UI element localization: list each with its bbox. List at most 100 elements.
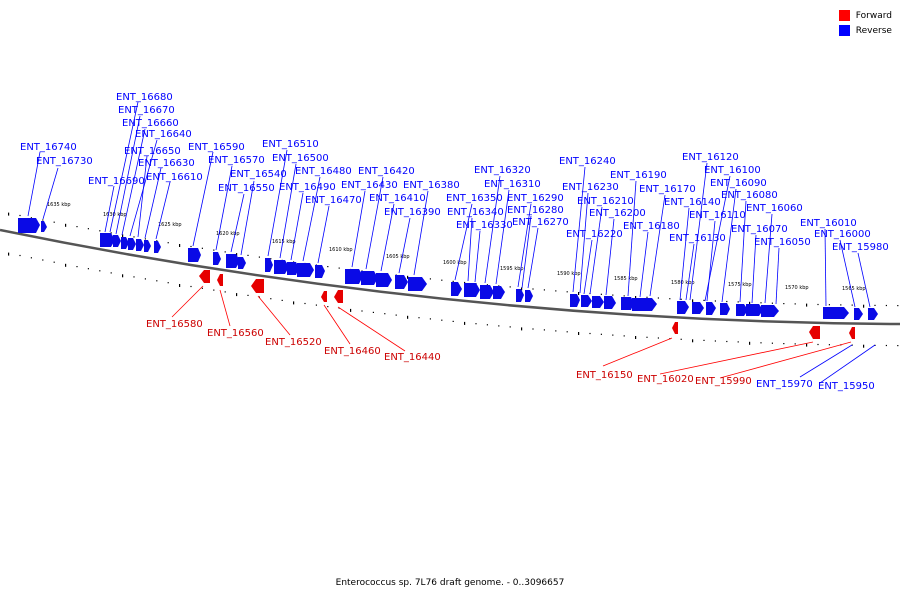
gene-label-reverse[interactable]: ENT_16550 <box>218 183 275 194</box>
gene-arrow-reverse[interactable] <box>604 296 616 309</box>
gene-label-reverse[interactable]: ENT_16190 <box>610 170 667 181</box>
gene-label-reverse[interactable]: ENT_16050 <box>754 237 811 248</box>
gene-arrow-reverse[interactable] <box>692 302 704 314</box>
gene-arrow-reverse[interactable] <box>41 221 47 232</box>
gene-label-reverse[interactable]: ENT_16380 <box>403 180 460 191</box>
gene-label-reverse[interactable]: ENT_16220 <box>566 229 623 240</box>
gene-label-reverse[interactable]: ENT_16330 <box>456 220 513 231</box>
gene-arrow-reverse[interactable] <box>480 285 494 299</box>
gene-arrow-reverse[interactable] <box>287 262 299 275</box>
gene-arrow-reverse[interactable] <box>395 275 408 289</box>
gene-arrow-reverse[interactable] <box>265 258 273 272</box>
gene-label-reverse[interactable]: ENT_16340 <box>447 207 504 218</box>
gene-label-reverse[interactable]: ENT_16140 <box>664 197 721 208</box>
gene-label-reverse[interactable]: ENT_15970 <box>756 379 813 390</box>
gene-arrow-reverse[interactable] <box>632 298 657 311</box>
gene-label-reverse[interactable]: ENT_16610 <box>146 172 203 183</box>
gene-arrow-reverse[interactable] <box>493 286 505 299</box>
gene-label-reverse[interactable]: ENT_16540 <box>230 169 287 180</box>
gene-arrow-reverse[interactable] <box>345 269 363 284</box>
gene-label-reverse[interactable]: ENT_16570 <box>208 155 265 166</box>
gene-arrow-reverse[interactable] <box>720 303 730 315</box>
gene-arrow-reverse[interactable] <box>213 252 221 265</box>
gene-label-forward[interactable]: ENT_16020 <box>637 374 694 385</box>
gene-label-reverse[interactable]: ENT_16320 <box>474 165 531 176</box>
gene-label-reverse[interactable]: ENT_16730 <box>36 156 93 167</box>
gene-arrow-reverse[interactable] <box>238 257 246 269</box>
gene-label-reverse[interactable]: ENT_16170 <box>639 184 696 195</box>
gene-arrow-forward[interactable] <box>809 326 820 339</box>
gene-label-reverse[interactable]: ENT_16350 <box>446 193 503 204</box>
gene-arrow-reverse[interactable] <box>736 304 748 316</box>
gene-arrow-reverse[interactable] <box>581 295 592 307</box>
gene-label-reverse[interactable]: ENT_16390 <box>384 207 441 218</box>
gene-label-reverse[interactable]: ENT_16670 <box>118 105 175 116</box>
gene-label-reverse[interactable]: ENT_16090 <box>710 178 767 189</box>
gene-label-reverse[interactable]: ENT_16510 <box>262 139 319 150</box>
gene-arrow-forward[interactable] <box>251 279 264 293</box>
gene-label-reverse[interactable]: ENT_16470 <box>305 195 362 206</box>
gene-arrow-reverse[interactable] <box>746 304 763 316</box>
gene-arrow-reverse[interactable] <box>136 239 144 251</box>
gene-label-reverse[interactable]: ENT_16200 <box>589 208 646 219</box>
gene-label-reverse[interactable]: ENT_16230 <box>562 182 619 193</box>
gene-label-forward[interactable]: ENT_15990 <box>695 376 752 387</box>
gene-label-reverse[interactable]: ENT_15950 <box>818 381 875 392</box>
gene-label-reverse[interactable]: ENT_16680 <box>116 92 173 103</box>
gene-label-reverse[interactable]: ENT_16100 <box>704 165 761 176</box>
gene-arrow-reverse[interactable] <box>154 241 161 253</box>
gene-arrow-reverse[interactable] <box>525 290 533 302</box>
gene-label-reverse[interactable]: ENT_16080 <box>721 190 778 201</box>
gene-label-reverse[interactable]: ENT_16650 <box>124 146 181 157</box>
gene-label-reverse[interactable]: ENT_16490 <box>279 182 336 193</box>
gene-arrow-reverse[interactable] <box>226 254 240 268</box>
gene-arrow-reverse[interactable] <box>361 271 378 285</box>
gene-label-reverse[interactable]: ENT_16420 <box>358 166 415 177</box>
gene-arrow-reverse[interactable] <box>100 233 115 247</box>
gene-label-forward[interactable]: ENT_16440 <box>384 352 441 363</box>
gene-arrow-reverse[interactable] <box>113 235 121 247</box>
gene-label-reverse[interactable]: ENT_16290 <box>507 193 564 204</box>
gene-arrow-reverse[interactable] <box>823 307 849 319</box>
gene-arrow-reverse[interactable] <box>121 237 129 249</box>
gene-label-reverse[interactable]: ENT_15980 <box>832 242 889 253</box>
gene-label-reverse[interactable]: ENT_16000 <box>814 229 871 240</box>
gene-arrow-reverse[interactable] <box>18 218 40 233</box>
gene-label-reverse[interactable]: ENT_16630 <box>138 158 195 169</box>
gene-label-reverse[interactable]: ENT_16120 <box>682 152 739 163</box>
gene-arrow-reverse[interactable] <box>188 248 201 262</box>
gene-arrow-forward[interactable] <box>334 290 343 303</box>
gene-label-reverse[interactable]: ENT_16210 <box>577 196 634 207</box>
gene-label-reverse[interactable]: ENT_16010 <box>800 218 857 229</box>
gene-label-reverse[interactable]: ENT_16690 <box>88 176 145 187</box>
gene-arrow-forward[interactable] <box>321 291 327 302</box>
gene-arrow-reverse[interactable] <box>408 277 427 291</box>
gene-arrow-reverse[interactable] <box>144 240 151 252</box>
gene-arrow-reverse[interactable] <box>315 265 325 278</box>
gene-label-reverse[interactable]: ENT_16280 <box>507 205 564 216</box>
gene-label-reverse[interactable]: ENT_16060 <box>746 203 803 214</box>
gene-label-reverse[interactable]: ENT_16740 <box>20 142 77 153</box>
gene-arrow-reverse[interactable] <box>761 305 779 317</box>
gene-arrow-reverse[interactable] <box>854 308 863 320</box>
gene-arrow-reverse[interactable] <box>592 296 604 308</box>
gene-label-forward[interactable]: ENT_16580 <box>146 319 203 330</box>
gene-arrow-reverse[interactable] <box>376 273 392 287</box>
gene-arrow-forward[interactable] <box>199 270 210 283</box>
gene-label-reverse[interactable]: ENT_16070 <box>731 224 788 235</box>
gene-arrow-reverse[interactable] <box>297 263 314 277</box>
gene-label-reverse[interactable]: ENT_16180 <box>623 221 680 232</box>
gene-arrow-reverse[interactable] <box>677 301 689 314</box>
gene-label-reverse[interactable]: ENT_16270 <box>512 217 569 228</box>
gene-arrow-reverse[interactable] <box>128 238 136 250</box>
gene-label-forward[interactable]: ENT_16560 <box>207 328 264 339</box>
gene-label-reverse[interactable]: ENT_16480 <box>295 166 352 177</box>
gene-label-forward[interactable]: ENT_16460 <box>324 346 381 357</box>
gene-arrow-reverse[interactable] <box>451 282 462 296</box>
gene-label-reverse[interactable]: ENT_16310 <box>484 179 541 190</box>
gene-label-forward[interactable]: ENT_16520 <box>265 337 322 348</box>
gene-label-reverse[interactable]: ENT_16110 <box>689 210 746 221</box>
gene-label-forward[interactable]: ENT_16150 <box>576 370 633 381</box>
gene-arrow-reverse[interactable] <box>516 289 524 302</box>
gene-label-reverse[interactable]: ENT_16410 <box>369 193 426 204</box>
